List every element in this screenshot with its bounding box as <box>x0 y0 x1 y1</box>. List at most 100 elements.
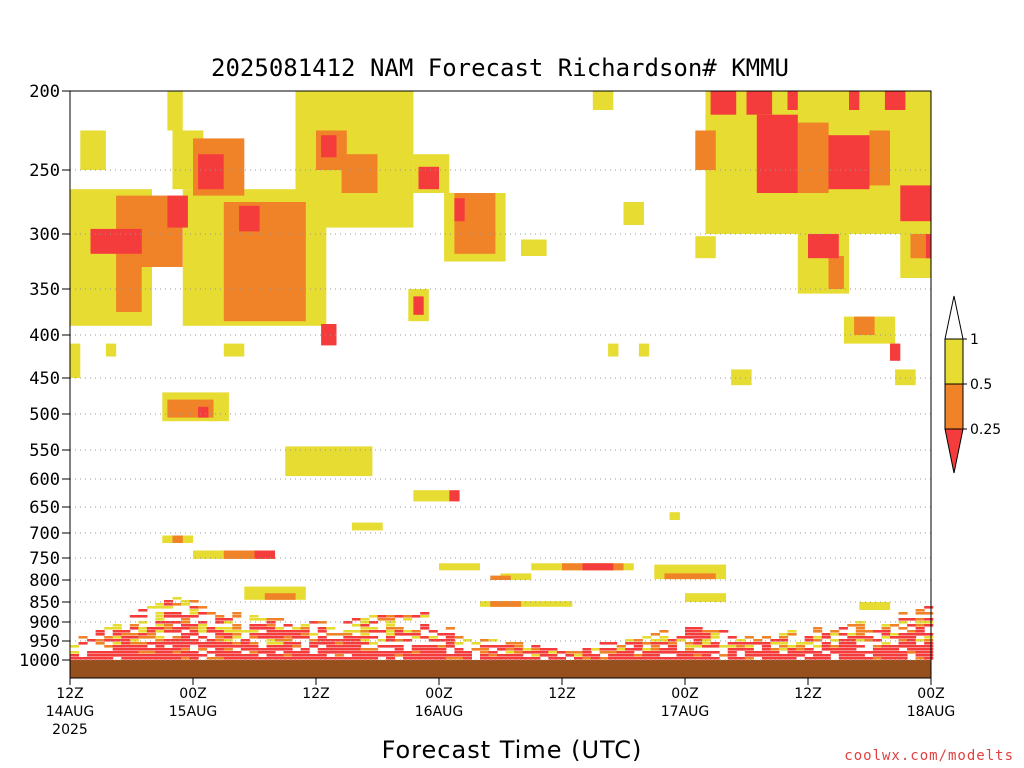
bl-cell-red <box>488 651 498 654</box>
bl-cell-orange <box>744 636 754 639</box>
bl-cell-orange <box>813 630 823 633</box>
bl-cell-red <box>198 654 208 657</box>
bl-cell-yellow <box>112 636 122 639</box>
bl-cell-red <box>685 627 695 630</box>
bl-cell-red <box>240 639 250 642</box>
x-tick-label: 12Z <box>302 686 329 702</box>
bl-cell-orange <box>249 642 259 645</box>
bl-cell-yellow <box>232 630 242 633</box>
bl-cell-yellow <box>462 639 472 642</box>
bl-cell-red <box>898 657 908 660</box>
bl-cell-red <box>403 657 413 660</box>
bl-cell-red <box>403 633 413 636</box>
bl-cell-yellow <box>70 645 80 648</box>
bl-cell-red <box>625 657 635 660</box>
bl-cell-yellow <box>924 621 934 624</box>
bl-cell-red <box>198 612 208 615</box>
ri-cell-orange <box>264 593 296 600</box>
bl-cell-yellow <box>454 642 464 645</box>
bl-cell-red <box>872 648 882 651</box>
bl-cell-orange <box>599 657 609 660</box>
y-tick-label: 300 <box>29 225 60 245</box>
bl-cell-red <box>292 633 302 636</box>
bl-cell-red <box>924 624 934 627</box>
bl-cell-orange <box>855 627 865 630</box>
bl-cell-red <box>924 651 934 654</box>
ri-cell-yellow <box>480 601 573 607</box>
bl-cell-red <box>642 651 652 654</box>
bl-cell-red <box>121 645 131 648</box>
bl-cell-yellow <box>702 639 712 642</box>
ri-cell-red <box>900 185 932 222</box>
bl-cell-red <box>770 651 780 654</box>
bl-cell-red <box>121 639 131 642</box>
bl-cell-red <box>155 651 165 654</box>
bl-cell-red <box>121 636 131 639</box>
bl-cell-red <box>608 648 618 651</box>
bl-cell-red <box>565 654 575 657</box>
bl-cell-orange <box>181 618 191 621</box>
bl-cell-red <box>326 645 336 648</box>
ri-cell-orange <box>223 550 255 559</box>
bl-cell-red <box>138 648 148 651</box>
bl-cell-orange <box>907 651 917 654</box>
y-tick-label: 200 <box>29 82 60 102</box>
bl-cell-yellow <box>70 651 80 654</box>
bl-cell-orange <box>915 612 925 615</box>
y-tick-label: 600 <box>29 470 60 490</box>
bl-cell-red <box>702 633 712 636</box>
plot-frame <box>69 90 932 679</box>
bl-cell-red <box>890 636 900 639</box>
bl-cell-red <box>727 642 737 645</box>
bl-cell-orange <box>386 627 396 630</box>
ri-cell-red <box>167 195 188 228</box>
bl-cell-red <box>531 645 541 648</box>
bl-cell-orange <box>164 627 174 630</box>
bl-cell-orange <box>232 633 242 636</box>
bl-cell-red <box>608 657 618 660</box>
bl-cell-red <box>206 651 216 654</box>
bl-cell-red <box>215 621 225 624</box>
bl-cell-red <box>702 636 712 639</box>
bl-cell-red <box>189 642 199 645</box>
bl-cell-red <box>283 633 293 636</box>
bl-cell-red <box>300 654 310 657</box>
bl-cell-red <box>411 615 421 618</box>
bl-cell-red <box>505 657 515 660</box>
bl-cell-red <box>181 645 191 648</box>
bl-cell-red <box>334 648 344 651</box>
bl-cell-red <box>300 630 310 633</box>
bl-cell-red <box>343 648 353 651</box>
bl-cell-red <box>155 621 165 624</box>
bl-cell-red <box>898 636 908 639</box>
bl-cell-yellow <box>146 606 156 609</box>
bl-cell-red <box>881 633 891 636</box>
bl-cell-red <box>804 648 814 651</box>
bl-cell-red <box>146 657 156 660</box>
bl-cell-red <box>87 654 97 657</box>
bl-cell-red <box>625 651 635 654</box>
bl-cell-red <box>249 645 259 648</box>
bl-cell-red <box>275 633 285 636</box>
y-tick-label: 850 <box>29 593 60 613</box>
bl-cell-red <box>129 627 139 630</box>
bl-cell-yellow <box>779 642 789 645</box>
x-tick-label: 12Z <box>56 686 83 702</box>
bl-cell-yellow <box>360 633 370 636</box>
bl-cell-orange <box>685 642 695 645</box>
bl-cell-red <box>779 657 789 660</box>
bl-cell-yellow <box>223 627 233 630</box>
bl-cell-red <box>830 648 840 651</box>
bl-cell-red <box>138 609 148 612</box>
bl-cell-yellow <box>104 627 114 630</box>
bl-cell-red <box>556 657 566 660</box>
bl-cell-orange <box>232 612 242 615</box>
bl-cell-red <box>172 621 182 624</box>
bl-cell-red <box>343 651 353 654</box>
bl-cell-yellow <box>787 645 797 648</box>
bl-cell-red <box>667 639 677 642</box>
x-tick-label: 18AUG <box>907 704 956 720</box>
bl-cell-red <box>121 651 131 654</box>
bl-cell-red <box>411 654 421 657</box>
ri-cell-red <box>828 135 870 190</box>
